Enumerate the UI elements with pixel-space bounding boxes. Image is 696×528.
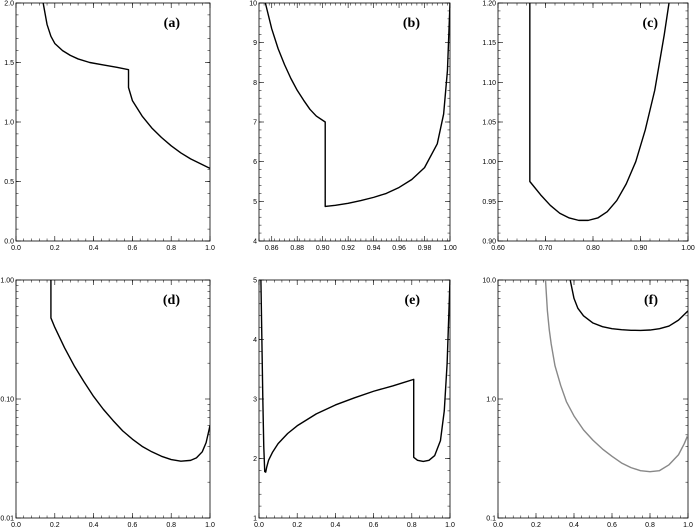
x-tick-label: 0.96 [392,245,406,252]
y-tick-label: 4 [253,239,257,246]
chart-panel-5: 0.0 0.2 0.4 0.6 0.8 1.0 1 2 3 4 5 (e) [253,278,455,528]
x-tick-label: 0.80 [586,245,600,252]
x-tick-label: 0.6 [128,522,138,528]
x-tick-label: 0.0 [254,522,264,528]
x-tick-label: 0.6 [369,522,379,528]
chart-panel-4: 0.0 0.2 0.4 0.6 0.8 1.0 0.01 0.10 1.00 (d) [0,278,215,528]
plot-frame [258,279,451,519]
y-tick-label: 1.00 [0,278,14,285]
x-tick-label: 1.0 [205,522,215,528]
series-line-1 [260,280,450,473]
x-tick-label: 0.2 [50,522,60,528]
y-tick-label: 0.95 [482,199,496,206]
series-line-1 [569,280,688,332]
chart-panel-6: 0.0 0.2 0.4 0.6 0.8 1.0 0.1 1.0 10.0 (f) [482,278,693,528]
y-tick-label: 0.01 [0,516,14,523]
y-tick-label: 1.0 [486,397,496,404]
x-tick-label: 0.0 [11,245,21,252]
x-tick-label: 0.6 [128,245,138,252]
x-tick-label: 0.4 [89,245,99,252]
plot-frame [497,279,689,519]
x-tick-label: 0.88 [290,245,304,252]
chart-panel-1: 0.0 0.2 0.4 0.6 0.8 1.0 0.0 0.5 1.0 1.5 2.0 (a) [4,1,215,253]
x-tick-label: 0.8 [166,245,176,252]
x-tick-label: 0.2 [50,245,60,252]
plot-frame [15,2,211,242]
x-tick-label: 1.00 [681,245,695,252]
y-tick-label: 5 [253,199,257,206]
y-tick-label: 1.05 [482,120,496,127]
plot-frame [15,279,211,519]
panel-label: (c) [642,16,658,31]
x-tick-label: 0.0 [11,522,21,528]
y-tick-label: 0.90 [482,239,496,246]
y-tick-label: 1 [253,516,257,523]
y-tick-label: 1.0 [4,120,14,127]
x-tick-label: 0.98 [418,245,432,252]
panel-label: (b) [403,16,420,31]
y-tick-label: 1.20 [482,1,496,8]
panel-label: (e) [404,293,420,308]
plot-frame [497,2,689,242]
x-tick-label: 0.90 [316,245,330,252]
series-line-2 [544,280,688,473]
y-tick-label: 1.5 [4,60,14,67]
y-tick-label: 10 [249,1,257,8]
series-line-1 [529,3,670,222]
x-tick-label: 1.0 [205,245,215,252]
panel-label: (d) [163,293,180,308]
y-tick-label: 5 [253,278,257,285]
x-tick-label: 1.0 [445,522,455,528]
x-tick-label: 0.0 [493,522,503,528]
x-tick-label: 0.70 [539,245,553,252]
y-tick-label: 0.10 [0,397,14,404]
panel-label: (a) [164,16,181,31]
x-tick-label: 0.4 [569,522,579,528]
x-tick-label: 0.4 [89,522,99,528]
y-tick-label: 1.10 [482,80,496,87]
y-tick-label: 6 [253,159,257,166]
x-tick-label: 0.94 [367,245,381,252]
y-tick-label: 2.0 [4,1,14,8]
x-tick-label: 0.90 [634,245,648,252]
x-tick-label: 1.00 [443,245,457,252]
x-tick-label: 0.60 [491,245,505,252]
y-tick-label: 7 [253,120,257,127]
y-tick-label: 10.0 [482,278,496,285]
y-tick-label: 1.15 [482,40,496,47]
panel-label: (f) [644,293,658,308]
y-tick-label: 8 [253,80,257,87]
y-tick-label: 2 [253,456,257,463]
plot-frame [258,2,451,242]
x-tick-label: 0.86 [265,245,279,252]
x-tick-label: 0.92 [341,245,355,252]
chart-panel-2: 0.86 0.88 0.90 0.92 0.94 0.96 0.98 1.00 4 5 6 7 8 9 10… [249,1,457,253]
y-tick-label: 0.1 [486,516,496,523]
x-tick-label: 1.0 [683,522,693,528]
series-line-1 [42,3,210,170]
y-tick-label: 3 [253,397,257,404]
series-line-1 [264,3,450,208]
x-tick-label: 0.8 [166,522,176,528]
y-tick-label: 0.5 [4,179,14,186]
y-tick-label: 9 [253,40,257,47]
chart-panel-3: 0.60 0.70 0.80 0.90 1.00 0.90 0.95 1.00 1.05 1.10… [482,1,695,253]
x-tick-label: 0.2 [531,522,541,528]
x-tick-label: 0.2 [292,522,302,528]
series-line-1 [50,280,210,462]
y-tick-label: 1.00 [482,159,496,166]
y-tick-label: 0.0 [4,239,14,246]
x-tick-label: 0.6 [607,522,617,528]
x-tick-label: 0.4 [331,522,341,528]
x-tick-label: 0.8 [407,522,417,528]
x-tick-label: 0.8 [645,522,655,528]
y-tick-label: 4 [253,337,257,344]
